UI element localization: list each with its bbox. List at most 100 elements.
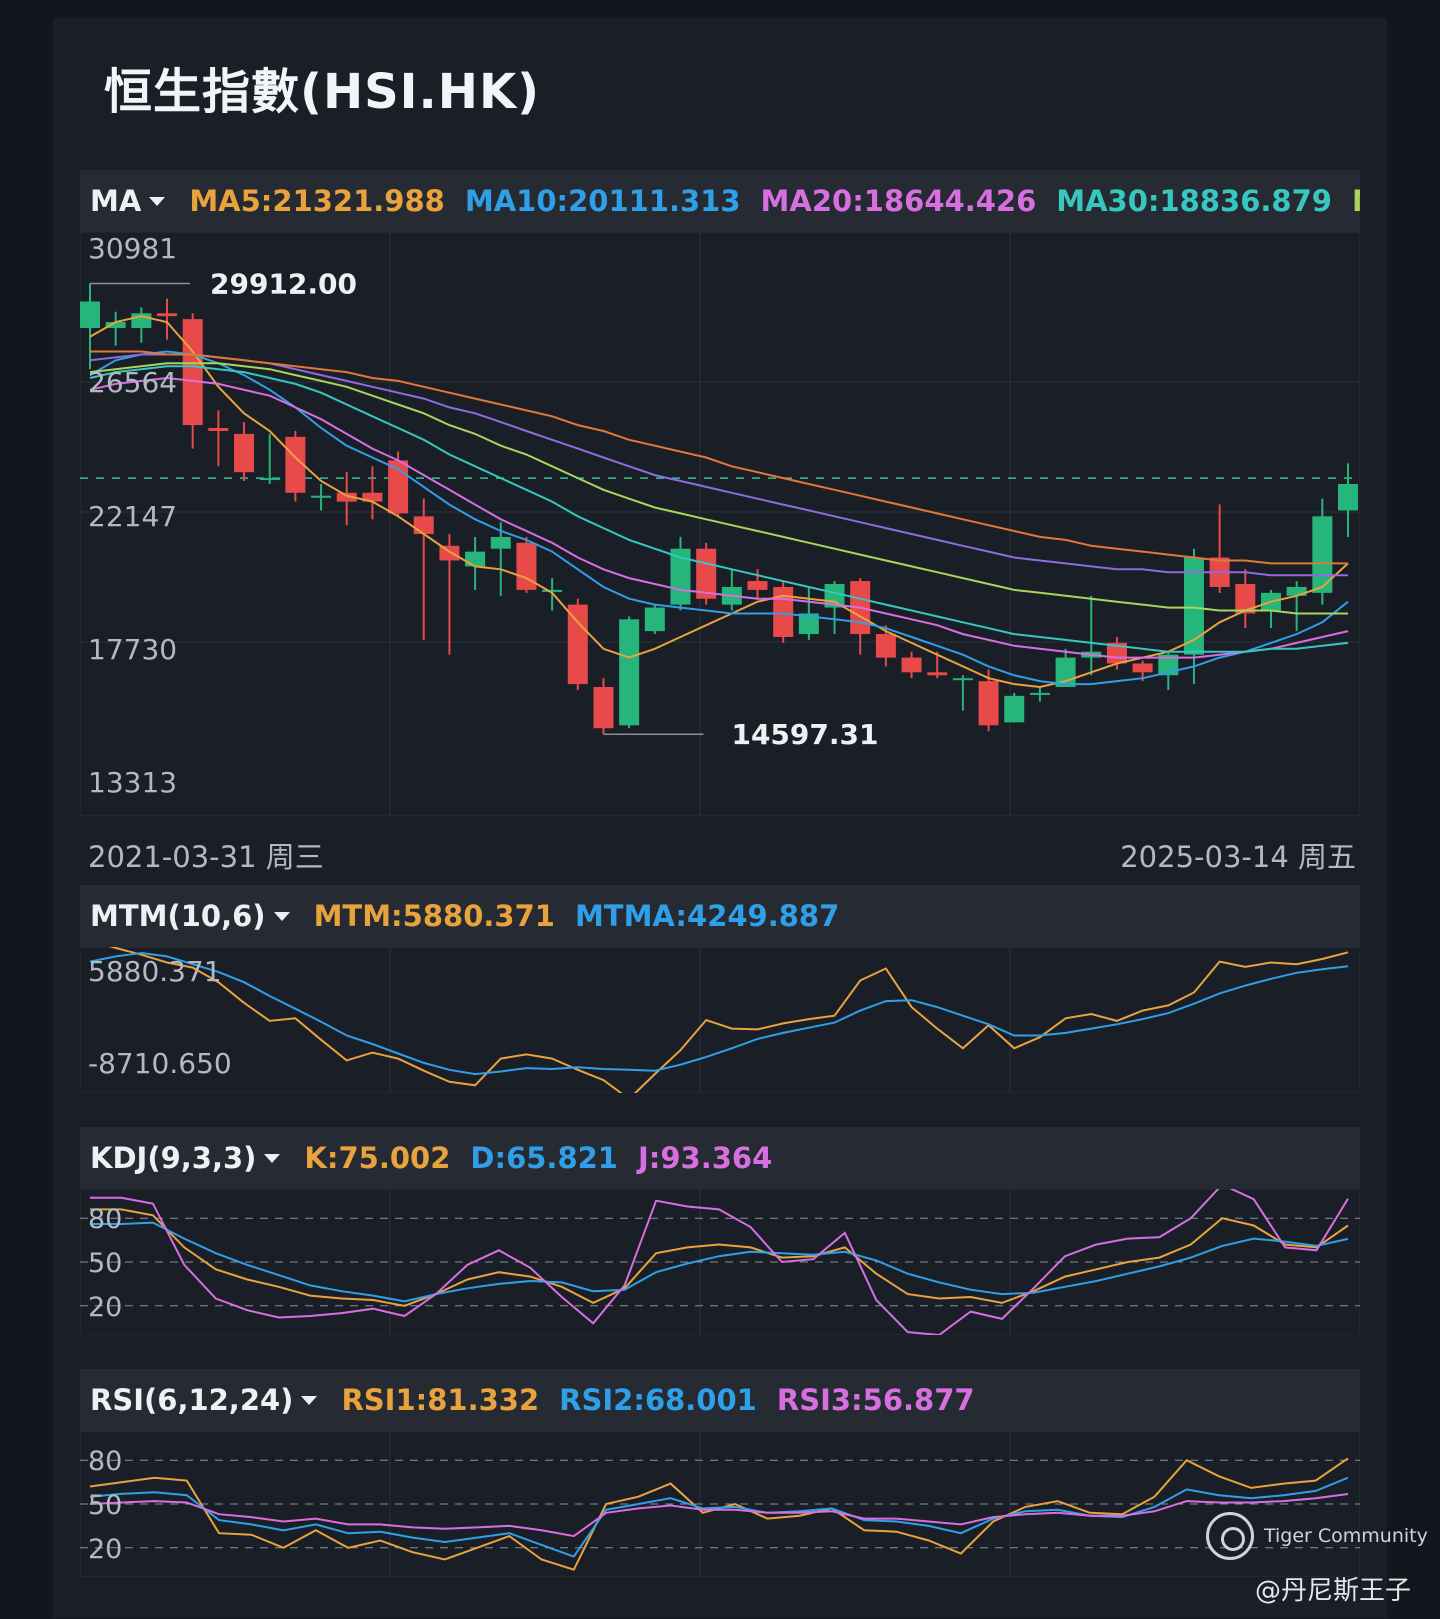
- candle-body: [1158, 654, 1179, 676]
- candle-body: [362, 492, 383, 502]
- plot-border: [79, 231, 1361, 817]
- candle: [285, 430, 306, 502]
- kdj-line-k: [90, 1208, 1349, 1307]
- candle: [311, 483, 332, 511]
- candle-body: [696, 548, 717, 599]
- mtm-value-0: MTM:5880.371: [313, 899, 555, 933]
- ma-selector-label: MA: [90, 184, 142, 218]
- candlestick-chart: 30981 26564 22147 17730 13313 29912.00 14597.3…: [79, 231, 1361, 817]
- candle-body: [644, 607, 665, 632]
- candle: [516, 536, 537, 593]
- candle-body: [927, 672, 948, 676]
- chevron-down-icon: [264, 1153, 281, 1163]
- candle: [1260, 589, 1281, 629]
- candle: [644, 604, 665, 635]
- kdj-selector[interactable]: KDJ(9,3,3): [90, 1141, 281, 1175]
- candle-body: [490, 536, 511, 549]
- price-axis-label: 13313: [88, 766, 177, 799]
- candle: [490, 522, 511, 596]
- candle-body: [567, 604, 588, 685]
- candle-body: [182, 319, 203, 426]
- candle: [721, 569, 742, 611]
- ma-value-1: MA10:20111.313: [464, 184, 741, 218]
- candle-body: [978, 681, 999, 726]
- candle-body: [952, 678, 973, 681]
- candle: [1209, 504, 1230, 593]
- price-axis-label: 30981: [88, 232, 177, 265]
- mtm-axis-label: -8710.650: [88, 1047, 232, 1080]
- high-annotation: 29912.00: [210, 267, 357, 300]
- candle: [1081, 595, 1102, 676]
- candle-body: [234, 433, 255, 473]
- candle-body: [593, 687, 614, 729]
- ma-line-ma10: [89, 350, 1349, 686]
- price-axis-label: 17730: [88, 633, 177, 666]
- candle: [1029, 687, 1050, 702]
- candle-body: [1132, 663, 1153, 673]
- kdj-indicator-bar: KDJ(9,3,3) K:75.002 D:65.821 J:93.364: [80, 1127, 1360, 1189]
- ma-indicator-bar: MA MA5:21321.988 MA10:20111.313 MA20:18644…: [80, 170, 1360, 232]
- candle-body: [875, 634, 896, 658]
- mtm-selector[interactable]: MTM(10,6): [90, 899, 290, 933]
- candle: [952, 675, 973, 711]
- candle-body: [516, 542, 537, 590]
- candle-body: [1183, 557, 1204, 655]
- page-title: 恒生指數(HSI.HK): [104, 64, 541, 120]
- candle: [901, 651, 922, 679]
- candle: [131, 307, 152, 343]
- candle-body: [1286, 586, 1307, 596]
- ma-value-2: MA20:18644.426: [760, 184, 1037, 218]
- rsi-axis-label: 20: [88, 1534, 122, 1565]
- rsi-selector-label: RSI(6,12,24): [90, 1383, 294, 1417]
- candle: [234, 422, 255, 482]
- candle: [1004, 692, 1025, 723]
- candle-body: [1029, 692, 1050, 695]
- candle-body: [773, 586, 794, 637]
- candle: [773, 581, 794, 643]
- ma-value-3: MA30:18836.879: [1056, 184, 1332, 218]
- candle: [1235, 569, 1256, 629]
- candle-body: [208, 428, 229, 431]
- candle: [336, 472, 357, 526]
- candle-body: [1235, 584, 1256, 614]
- watermark: Tiger Community: [1206, 1512, 1428, 1560]
- candle: [208, 410, 229, 467]
- candle-body: [1338, 483, 1358, 511]
- candle: [259, 433, 280, 484]
- candle-body: [798, 613, 819, 635]
- ma-line-ma120: [90, 350, 1348, 565]
- candle: [927, 651, 948, 679]
- candle: [696, 542, 717, 605]
- candle: [593, 678, 614, 735]
- ma-line-ma30: [89, 365, 1349, 653]
- start-date: 2021-03-31 周三: [88, 840, 324, 874]
- rsi-line-rsi3: [89, 1493, 1349, 1538]
- kdj-axis-label: 80: [88, 1204, 122, 1235]
- tiger-logo-icon: [1206, 1512, 1254, 1560]
- end-date: 2025-03-14 周五: [1120, 840, 1356, 874]
- rsi-value-2: RSI3:56.877: [776, 1383, 975, 1417]
- price-panel: 30981 26564 22147 17730 13313 29912.00 14597.3…: [79, 231, 1361, 817]
- rsi-selector[interactable]: RSI(6,12,24): [90, 1383, 318, 1417]
- candle-body: [80, 301, 100, 328]
- mtm-panel: 5880.371 -8710.650: [79, 940, 1361, 1101]
- rsi-chart: 80 50 20: [79, 1430, 1361, 1578]
- candle-body: [413, 516, 434, 534]
- candle-body: [1312, 516, 1333, 593]
- candle-body: [465, 551, 486, 567]
- candle: [670, 536, 691, 611]
- low-annotation: 14597.31: [731, 718, 878, 751]
- candle: [439, 533, 460, 655]
- kdj-value-1: D:65.821: [470, 1141, 618, 1175]
- candle-body: [336, 492, 357, 502]
- mtm-chart: 5880.371 -8710.650: [79, 940, 1361, 1101]
- watermark-brand: Tiger Community: [1264, 1525, 1428, 1547]
- ma-selector[interactable]: MA: [90, 184, 166, 218]
- rsi-value-1: RSI2:68.001: [559, 1383, 757, 1417]
- kdj-line-j: [90, 1183, 1349, 1337]
- candle: [1338, 463, 1358, 537]
- ma-value-0: MA5:21321.988: [189, 184, 445, 218]
- candle-body: [747, 581, 768, 590]
- candle: [567, 598, 588, 690]
- candle-body: [1004, 695, 1025, 723]
